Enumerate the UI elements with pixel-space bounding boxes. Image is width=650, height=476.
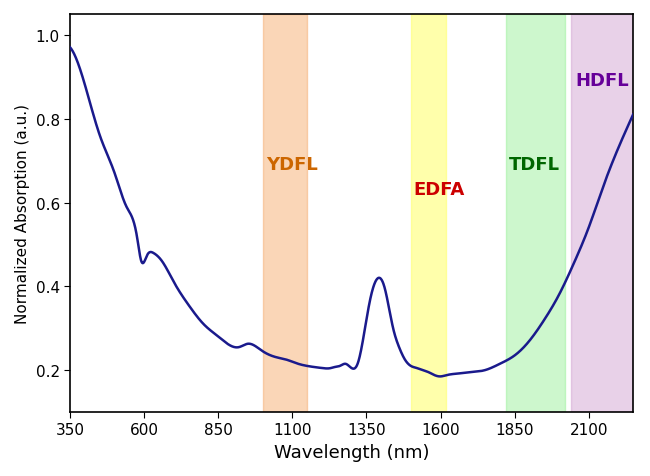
X-axis label: Wavelength (nm): Wavelength (nm) [274, 443, 430, 461]
Bar [263, 15, 307, 412]
Text: HDFL: HDFL [575, 72, 629, 90]
Text: YDFL: YDFL [266, 156, 317, 174]
Bar [506, 15, 565, 412]
Bar [411, 15, 447, 412]
Bar [571, 15, 633, 412]
Text: EDFA: EDFA [414, 181, 465, 199]
Y-axis label: Normalized Absorption (a.u.): Normalized Absorption (a.u.) [15, 104, 30, 323]
Text: TDFL: TDFL [509, 156, 560, 174]
